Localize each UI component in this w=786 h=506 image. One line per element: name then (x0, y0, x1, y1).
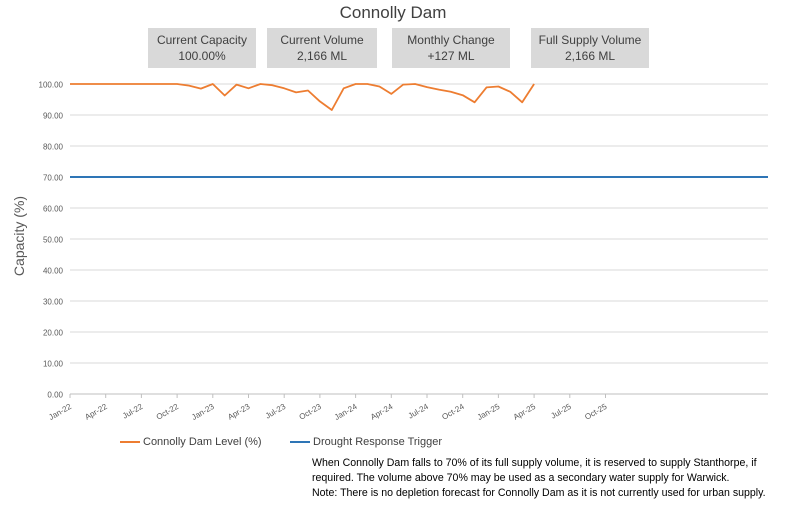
legend-label-dam-level: Connolly Dam Level (%) (143, 436, 262, 448)
full-supply-volume-value: 2,166 ML (564, 49, 616, 63)
x-tick-label: Jul-23 (264, 402, 288, 421)
current-volume-box: Current Volume 2,166 ML (267, 28, 377, 68)
legend-swatch-dam-level (120, 441, 140, 444)
legend-item-dam-level: Connolly Dam Level (%) (120, 436, 262, 448)
x-tick-label: Jan-23 (190, 402, 216, 422)
current-capacity-label: Current Capacity (156, 33, 248, 47)
legend-item-trigger: Drought Response Trigger (290, 436, 442, 448)
x-tick-label: Jul-24 (407, 402, 431, 421)
full-supply-volume-box: Full Supply Volume 2,166 ML (531, 28, 649, 68)
monthly-change-box: Monthly Change +127 ML (392, 28, 510, 68)
y-tick-label: 10.00 (43, 360, 64, 369)
monthly-change-value: +127 ML (427, 49, 475, 63)
x-tick-label: Jul-22 (121, 402, 145, 421)
monthly-change-label: Monthly Change (407, 33, 495, 47)
legend-label-trigger: Drought Response Trigger (313, 436, 443, 448)
x-tick-label: Oct-22 (155, 402, 181, 422)
x-tick-label: Jan-25 (476, 402, 502, 422)
current-volume-value: 2,166 ML (296, 49, 348, 63)
y-tick-label: 0.00 (47, 391, 63, 400)
y-tick-label: 100.00 (39, 81, 64, 90)
legend-swatch-trigger (290, 441, 310, 444)
y-tick-label: 70.00 (43, 174, 64, 183)
footnote-line-3: Note: There is no depletion forecast for… (312, 487, 766, 499)
footnote: When Connolly Dam falls to 70% of its fu… (312, 456, 782, 501)
x-tick-label: Oct-24 (440, 402, 466, 422)
current-capacity-value: 100.00% (178, 49, 226, 63)
current-capacity-box: Current Capacity 100.00% (148, 28, 256, 68)
chart-title: Connolly Dam (339, 3, 447, 22)
x-tick-label: Apr-23 (226, 402, 252, 422)
y-tick-label: 30.00 (43, 298, 64, 307)
x-tick-label: Oct-25 (583, 402, 609, 422)
series-line-dam-level (70, 83, 535, 111)
full-supply-volume-label: Full Supply Volume (538, 33, 642, 47)
y-tick-label: 50.00 (43, 236, 64, 245)
x-tick-label: Apr-24 (369, 402, 395, 422)
x-tick-label: Jan-24 (333, 402, 359, 422)
y-tick-label: 80.00 (43, 143, 64, 152)
current-volume-label: Current Volume (280, 33, 364, 47)
x-tick-label: Apr-25 (512, 402, 538, 422)
x-tick-label: Jul-25 (549, 402, 573, 421)
y-tick-label: 90.00 (43, 112, 64, 121)
x-tick-label: Apr-22 (83, 402, 109, 422)
x-tick-label: Oct-23 (298, 402, 324, 422)
y-axis-label: Capacity (%) (11, 196, 27, 276)
y-tick-label: 40.00 (43, 267, 64, 276)
y-tick-label: 20.00 (43, 329, 64, 338)
footnote-line-2: required. The volume above 70% may be us… (312, 472, 730, 484)
x-tick-label: Jan-22 (47, 402, 73, 422)
footnote-line-1: When Connolly Dam falls to 70% of its fu… (312, 457, 757, 469)
y-tick-label: 60.00 (43, 205, 64, 214)
